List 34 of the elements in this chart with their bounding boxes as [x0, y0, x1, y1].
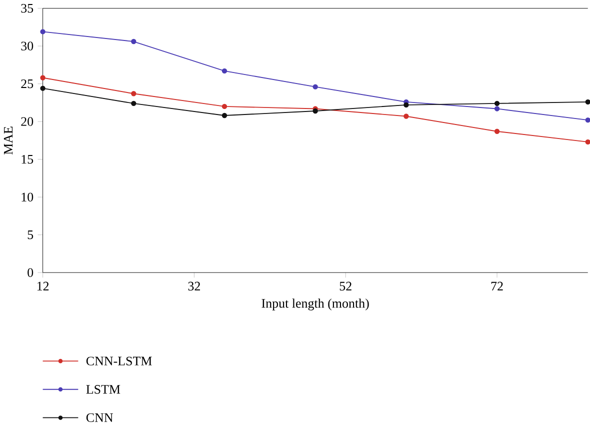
point: [131, 38, 136, 44]
point: [131, 100, 136, 106]
y-tick-label: 15: [22, 154, 34, 164]
point: [404, 114, 409, 119]
legend-label: CNN: [86, 413, 113, 422]
point: [312, 108, 318, 114]
y-axis-title: MAE: [4, 126, 13, 154]
legend-label: LSTM: [86, 385, 120, 394]
y-tick-label: 10: [22, 192, 34, 202]
y-tick-label: 25: [21, 79, 34, 88]
point: [494, 128, 500, 134]
point: [40, 86, 46, 91]
point: [494, 106, 500, 112]
legend-label: CNN-LSTM: [86, 356, 152, 366]
x-axis-title: Input length (month): [262, 298, 369, 310]
x-tick-label: 72: [491, 282, 503, 290]
point: [222, 112, 228, 118]
x-tick-label: 52: [340, 282, 352, 291]
point: [494, 100, 500, 106]
y-tick-label: 5: [28, 230, 34, 240]
point: [40, 29, 46, 34]
point: [585, 117, 590, 123]
point: [222, 68, 228, 74]
point: [312, 84, 318, 90]
point: [222, 104, 228, 110]
y-tick-label: 20: [21, 117, 34, 126]
point: [404, 102, 409, 108]
point: [131, 91, 136, 96]
y-tick-label: 0: [28, 268, 34, 277]
x-tick-label: 32: [188, 282, 200, 291]
x-tick-label: 12: [37, 282, 49, 290]
point: [40, 75, 46, 80]
y-tick-label: 35: [21, 4, 34, 13]
y-tick-label: 30: [21, 42, 34, 50]
